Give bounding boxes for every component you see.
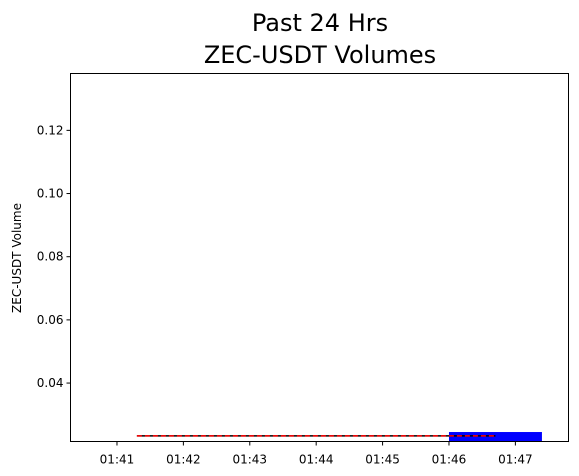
y-tick-label: 0.12 xyxy=(37,123,64,137)
chart-title-line-1: Past 24 Hrs xyxy=(252,9,388,37)
y-tick-label: 0.06 xyxy=(37,313,64,327)
x-tick-label: 01:45 xyxy=(365,453,400,467)
y-tick-label: 0.04 xyxy=(37,376,64,390)
x-tick-label: 01:47 xyxy=(498,453,533,467)
plot-area: 0.04 0.06 0.08 0.10 0.12 01:41 01:42 01:43 01:44… xyxy=(37,123,542,467)
x-tick-label: 01:42 xyxy=(166,453,201,467)
volume-bar xyxy=(448,432,542,442)
plot-frame xyxy=(70,73,569,442)
chart-title-line-2: ZEC-USDT Volumes xyxy=(204,41,436,69)
x-tick-label: 01:41 xyxy=(100,453,135,467)
x-tick-label: 01:46 xyxy=(432,453,467,467)
y-tick-label: 0.10 xyxy=(37,187,64,201)
x-tick-label: 01:43 xyxy=(232,453,267,467)
x-tick-label: 01:44 xyxy=(299,453,334,467)
y-tick-label: 0.08 xyxy=(37,250,64,264)
y-axis-label: ZEC-USDT Volume xyxy=(10,203,24,313)
